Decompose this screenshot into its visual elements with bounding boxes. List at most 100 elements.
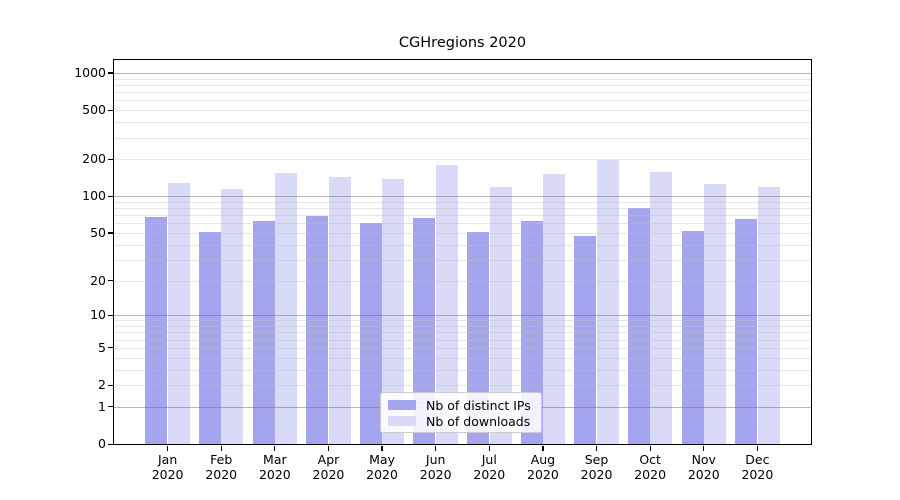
x-axis-tick-label: Dec 2020 [725,452,789,482]
x-tick-mark [488,446,490,451]
y-axis-tick-label: 5 [98,339,106,355]
bar-distinct-ips-aug-2020 [520,220,543,444]
y-axis-tick-label: 2 [98,377,106,392]
bar-distinct-ips-nov-2020 [681,230,704,444]
y-axis-tick-label: 200 [82,151,106,167]
y-tick-mark [108,384,113,386]
x-axis-tick-label: Aug 2020 [511,452,575,482]
x-axis-tick-label-line: 2020 [312,467,345,482]
x-axis-tick-label: Sep 2020 [565,452,629,482]
legend-label-downloads: Nb of downloads [426,413,531,429]
x-axis-tick-label: Feb 2020 [189,452,253,482]
bar-distinct-ips-oct-2020 [627,208,650,444]
x-tick-mark [381,446,383,451]
legend-swatch-downloads [388,415,416,427]
bar-distinct-ips-mar-2020 [252,220,275,444]
x-axis-tick-label-line: Jan [157,452,178,467]
x-axis-tick-label: May 2020 [350,452,414,482]
bar-distinct-ips-dec-2020 [735,219,758,444]
y-tick-mark [108,195,113,197]
x-tick-mark [327,446,330,451]
y-axis-tick-label: 100 [82,188,106,204]
y-tick-mark [108,109,113,111]
y-axis-tick-label: 500 [82,102,106,118]
minor-gridline [114,84,811,86]
x-axis-tick-label-line: Oct [639,452,661,467]
legend-item-downloads: Nb of downloads [388,413,541,429]
x-axis-tick-label-line: 2020 [741,467,774,482]
x-axis-tick-label-line: 2020 [527,467,559,482]
y-tick-mark [108,443,113,445]
x-tick-mark [756,446,758,451]
chart-title: CGHregions 2020 [398,35,527,51]
x-axis-tick-label-line: 2020 [151,467,184,482]
bar-distinct-ips-apr-2020 [306,215,329,444]
x-tick-mark [542,446,544,451]
y-axis-tick-label: 1000 [74,64,106,80]
y-axis-tick-label: 20 [90,272,106,288]
y-tick-mark [108,72,113,74]
x-axis-tick-label: Nov 2020 [672,452,736,482]
plot-area [114,60,811,444]
x-axis-tick-label-line: May [369,452,395,467]
y-tick-mark [108,314,113,316]
bar-downloads-sep-2020 [596,160,619,444]
minor-gridline [114,100,811,102]
bar-distinct-ips-jun-2020 [413,218,436,444]
x-axis-tick-label-line: Aug [530,452,556,467]
minor-gridline [114,137,811,139]
x-axis-tick-label-line: 2020 [687,467,720,482]
legend-swatch-distinct-ips [388,399,416,411]
minor-gridline [114,122,811,124]
x-axis-tick-label-line: Nov [691,452,716,467]
x-tick-mark [595,446,598,451]
x-axis-tick-label-line: 2020 [473,467,506,482]
minor-gridline [114,92,811,94]
x-tick-mark [649,446,651,451]
y-tick-mark [108,347,113,349]
legend-item-distinct-ips: Nb of distinct IPs [388,397,541,413]
bar-downloads-jan-2020 [167,183,190,444]
x-tick-mark [435,446,437,451]
x-axis-tick-label: Jul 2020 [457,452,521,482]
y-axis-tick-label: 50 [90,224,106,240]
y-tick-mark [108,232,113,234]
bar-downloads-may-2020 [382,179,405,444]
legend-label-distinct-ips: Nb of distinct IPs [426,397,531,413]
x-axis-tick-label-line: Feb [210,452,233,467]
y-axis-tick-label: 10 [90,307,106,323]
y-tick-mark [108,406,113,408]
bar-distinct-ips-jul-2020 [467,231,490,444]
x-axis-tick-label-line: 2020 [580,467,613,482]
x-tick-mark [274,446,276,451]
bar-downloads-oct-2020 [650,172,673,444]
bar-distinct-ips-jan-2020 [145,216,168,444]
x-tick-mark [703,446,705,451]
x-axis-tick-label: Mar 2020 [243,452,307,482]
x-axis-tick-label-line: 2020 [634,467,667,482]
x-axis-tick-label-line: Mar [263,452,287,467]
x-tick-mark [220,446,222,451]
x-axis-tick-label-line: Dec [745,452,770,467]
bar-downloads-mar-2020 [275,173,298,444]
bar-distinct-ips-sep-2020 [574,236,597,444]
y-tick-mark [108,158,113,160]
y-tick-mark [108,280,113,282]
x-axis-tick-label: Jun 2020 [404,452,468,482]
x-axis-tick-label-line: Jun [425,452,446,467]
y-axis-tick-label: 0 [98,436,106,451]
x-axis-tick-label-line: 2020 [419,467,452,482]
bar-distinct-ips-feb-2020 [199,231,222,444]
x-axis-tick-label-line: Jul [481,452,497,467]
bar-downloads-apr-2020 [328,176,351,444]
bar-downloads-nov-2020 [703,183,726,444]
x-axis-tick-label-line: 2020 [366,467,398,482]
major-gridline [114,72,811,74]
legend: Nb of distinct IPs Nb of downloads [380,392,542,433]
x-axis-tick-label: Oct 2020 [618,452,682,482]
bar-distinct-ips-may-2020 [359,223,382,444]
minor-gridline [114,159,811,161]
bar-downloads-dec-2020 [757,187,780,444]
minor-gridline [114,78,811,80]
